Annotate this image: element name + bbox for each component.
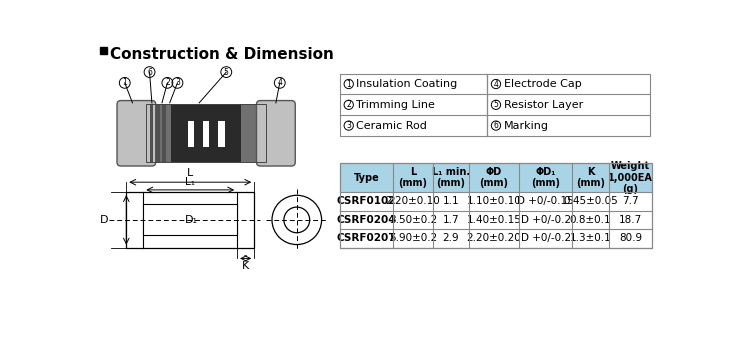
Bar [519,192,572,211]
Bar [162,105,166,162]
Text: 2.9: 2.9 [442,233,459,244]
Bar [146,105,266,162]
Text: L: L [187,168,194,178]
Text: CSRF0102: CSRF0102 [337,196,396,206]
Bar [433,163,469,192]
Bar [126,192,254,248]
Text: Trimming Line: Trimming Line [356,100,435,110]
Bar [203,121,209,147]
Bar [188,121,194,147]
Bar [393,192,433,211]
Text: D +0/-0.15: D +0/-0.15 [518,196,574,206]
Text: D +0/-0.2: D +0/-0.2 [520,215,571,225]
Bar [146,105,172,162]
Text: 6: 6 [147,67,152,77]
Bar [340,163,652,248]
Bar [340,74,650,136]
Bar [156,105,160,162]
Bar [218,121,224,147]
Bar [393,163,433,192]
Bar [519,211,572,229]
Text: Insulation Coating: Insulation Coating [356,79,458,89]
Text: 5.90±0.2: 5.90±0.2 [389,233,437,244]
Text: 4: 4 [494,79,499,88]
Bar [572,211,609,229]
Bar [143,204,237,235]
Bar [433,211,469,229]
Text: K: K [242,261,249,271]
Text: 0.45±0.05: 0.45±0.05 [563,196,618,206]
Bar [572,229,609,248]
Bar [609,211,652,229]
Text: L
(mm): L (mm) [398,167,427,189]
Text: 0.8±0.1: 0.8±0.1 [570,215,611,225]
Text: 1: 1 [122,78,127,87]
Bar [609,163,652,192]
Text: D +0/-0.2: D +0/-0.2 [520,233,571,244]
Text: Marking: Marking [504,121,549,131]
Bar [609,229,652,248]
Text: 6: 6 [494,121,499,130]
Text: L₁ min.
(mm): L₁ min. (mm) [432,167,470,189]
Text: 3: 3 [346,121,351,130]
Bar [469,211,519,229]
Text: K
(mm): K (mm) [576,167,605,189]
Bar [149,105,154,162]
Bar [519,163,572,192]
Text: 5: 5 [494,100,499,109]
Text: 18.7: 18.7 [619,215,642,225]
Text: D₁: D₁ [185,215,198,225]
Bar [433,229,469,248]
Text: 2: 2 [165,78,170,87]
Text: 1: 1 [346,79,351,88]
Text: 1.10±0.10: 1.10±0.10 [466,196,521,206]
Text: Electrode Cap: Electrode Cap [504,79,581,89]
Text: Ceramic Rod: Ceramic Rod [356,121,428,131]
Text: ΦD
(mm): ΦD (mm) [479,167,508,189]
Text: L₁: L₁ [185,177,195,187]
Bar [469,229,519,248]
Text: 1.1: 1.1 [442,196,459,206]
Text: 3: 3 [175,78,180,87]
Text: 2: 2 [346,100,351,109]
Bar [171,105,241,162]
Text: 1.40±0.15: 1.40±0.15 [466,215,521,225]
Bar [340,211,393,229]
Bar [340,192,393,211]
Text: 1.7: 1.7 [442,215,459,225]
Text: CSRF0204: CSRF0204 [337,215,396,225]
Bar [239,105,266,162]
Bar [340,163,393,192]
Text: 80.9: 80.9 [619,233,642,244]
Text: 1.3±0.1: 1.3±0.1 [570,233,611,244]
Text: 2.20±0.20: 2.20±0.20 [466,233,521,244]
Bar [609,192,652,211]
Text: Type: Type [354,173,380,183]
Bar [572,192,609,211]
FancyBboxPatch shape [117,100,156,166]
Bar [393,211,433,229]
Text: D: D [100,215,109,225]
Text: 5: 5 [224,67,229,77]
Bar [519,229,572,248]
Bar [469,163,519,192]
Text: Resistor Layer: Resistor Layer [504,100,583,110]
Text: ΦD₁
(mm): ΦD₁ (mm) [531,167,560,189]
Text: 4: 4 [278,78,282,87]
Bar [469,192,519,211]
Bar [100,47,107,54]
Bar [340,229,393,248]
Text: CSRF0207: CSRF0207 [337,233,396,244]
FancyBboxPatch shape [256,100,296,166]
Bar [433,192,469,211]
Bar [393,229,433,248]
Text: Weight
1,000EA
(g): Weight 1,000EA (g) [608,161,652,194]
Text: 2.20±0.10: 2.20±0.10 [386,196,440,206]
Text: Construction & Dimension: Construction & Dimension [110,47,334,63]
Text: 7.7: 7.7 [622,196,639,206]
Bar [572,163,609,192]
Text: 3.50±0.2: 3.50±0.2 [389,215,437,225]
